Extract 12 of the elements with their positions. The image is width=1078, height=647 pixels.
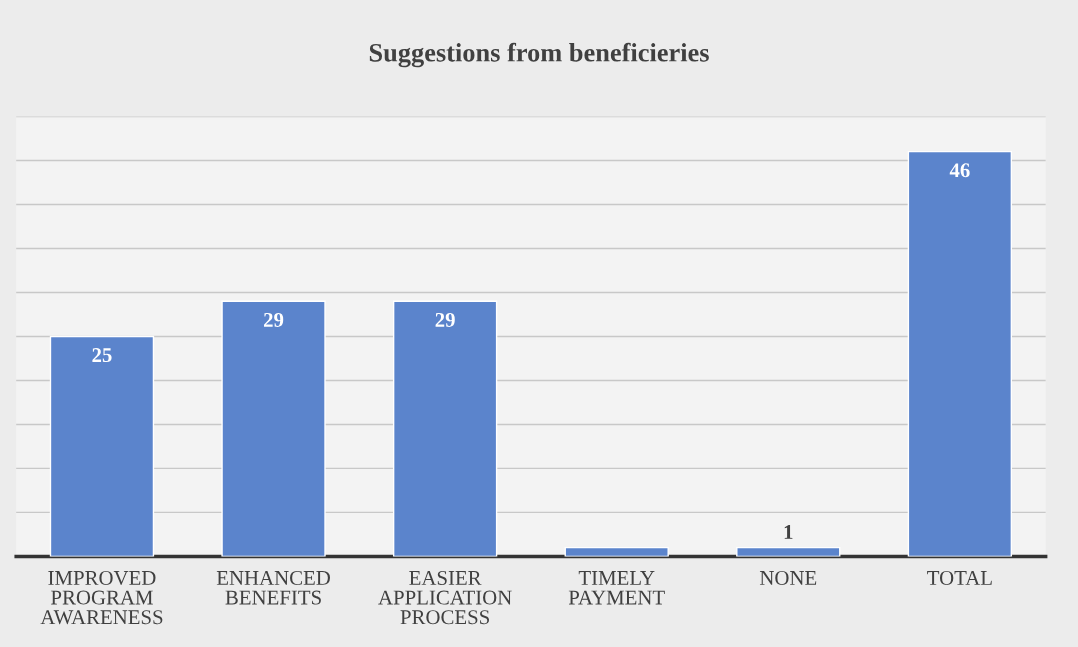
x-tick-label: ENHANCED BENEFITS — [216, 570, 330, 605]
data-label: 46 — [949, 163, 970, 178]
chart-title: Suggestions from beneficieries — [369, 42, 709, 68]
x-tick-label: TIMELY PAYMENT — [568, 571, 665, 605]
x-tick-label: TOTAL — [927, 570, 992, 585]
data-label: 29 — [264, 312, 284, 327]
data-label: 1 — [784, 525, 793, 539]
x-tick-label: NONE — [759, 570, 817, 585]
x-tick-label: IMPROVED PROGRAM AWARENESS — [40, 570, 163, 625]
data-label: 25 — [92, 348, 112, 363]
data-label: 29 — [435, 312, 455, 327]
x-tick-label: EASIER APPLICATION PROCESS — [378, 570, 512, 625]
